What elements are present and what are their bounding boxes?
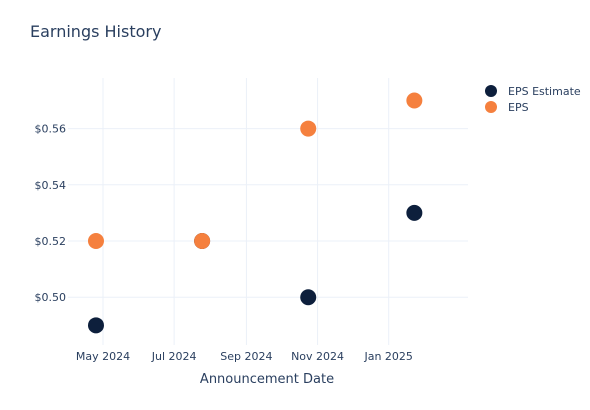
data-point[interactable]: [87, 317, 104, 334]
x-axis-ticks: May 2024 Jul 2024 Sep 2024 Nov 2024 Jan 2025: [76, 350, 413, 363]
grid: [68, 78, 468, 345]
y-tick-label: $0.54: [35, 179, 67, 192]
legend-label: EPS: [508, 101, 529, 114]
data-point[interactable]: [300, 120, 317, 137]
x-tick-label: Nov 2024: [291, 350, 344, 363]
legend-item[interactable]: EPS Estimate: [485, 85, 581, 98]
legend-marker: [485, 101, 497, 113]
x-tick-label: Sep 2024: [220, 350, 272, 363]
data-points: [87, 92, 423, 334]
legend[interactable]: EPS Estimate EPS: [485, 85, 581, 114]
data-point[interactable]: [194, 233, 211, 250]
x-tick-label: Jan 2025: [363, 350, 412, 363]
x-tick-label: Jul 2024: [151, 350, 197, 363]
data-point[interactable]: [406, 204, 423, 221]
y-axis-ticks: $0.50 $0.52 $0.54 $0.56: [35, 123, 67, 305]
y-tick-label: $0.50: [35, 291, 67, 304]
chart-title: Earnings History: [30, 22, 161, 41]
data-point[interactable]: [406, 92, 423, 109]
x-axis-title: Announcement Date: [200, 372, 334, 387]
legend-label: EPS Estimate: [508, 85, 581, 98]
y-tick-label: $0.56: [35, 123, 67, 136]
x-tick-label: May 2024: [76, 350, 130, 363]
y-tick-label: $0.52: [35, 235, 67, 248]
series-1: [87, 92, 423, 250]
legend-marker: [485, 85, 497, 97]
series-0: [87, 204, 423, 334]
legend-item[interactable]: EPS: [485, 101, 529, 114]
data-point[interactable]: [87, 233, 104, 250]
data-point[interactable]: [300, 289, 317, 306]
